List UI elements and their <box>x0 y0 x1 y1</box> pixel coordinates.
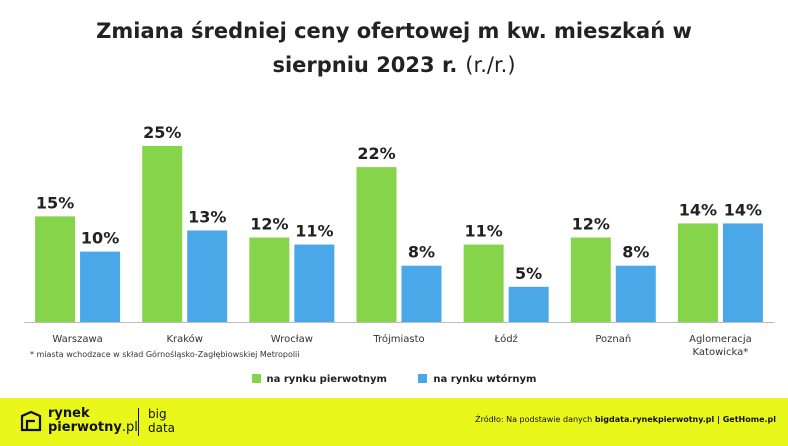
source-sites: bigdata.rynekpierwotny.pl | GetHome.pl <box>594 415 776 424</box>
bar-secondary-4 <box>508 286 549 322</box>
logo-line2-suffix: .pl <box>121 420 138 435</box>
category-label-5: Poznań <box>595 333 631 345</box>
footer-bar: rynek pierwotny.pl big data Źródło: Na p… <box>0 398 788 446</box>
bar-secondary-2 <box>294 244 335 322</box>
legend: na rynku pierwotnym na rynku wtórnym <box>0 374 788 385</box>
category-label-2: Wrocław <box>271 334 313 345</box>
bar-secondary-1 <box>187 230 228 322</box>
logo-divider <box>138 408 139 436</box>
logo-line1: rynek <box>48 406 90 421</box>
bar-secondary-5 <box>615 265 656 322</box>
category-label-0: Warszawa <box>52 334 102 345</box>
category-label-4: Łódź <box>493 333 517 345</box>
data-label-primary-6: 14% <box>679 200 717 219</box>
data-label-primary-1: 25% <box>143 123 181 142</box>
data-label-secondary-5: 8% <box>622 243 649 262</box>
data-label-secondary-3: 8% <box>408 243 435 262</box>
data-label-primary-2: 12% <box>250 215 288 234</box>
bar-primary-3 <box>356 167 397 322</box>
data-label-primary-3: 22% <box>357 144 395 163</box>
legend-label-primary: na rynku pierwotnym <box>266 374 387 385</box>
data-label-primary-0: 15% <box>36 193 74 212</box>
rynek-pierwotny-logo-icon <box>20 410 42 432</box>
data-label-secondary-1: 13% <box>188 207 226 226</box>
source-credit: Źródło: Na podstawie danych bigdata.ryne… <box>475 415 776 424</box>
bigdata-line2: data <box>148 421 176 435</box>
chart-title-line1: Zmiana średniej ceny ofertowej m kw. mie… <box>96 19 692 43</box>
category-label-6: Aglomeracja <box>689 334 752 345</box>
logo-line2-main: pierwotny <box>48 420 122 435</box>
data-label-primary-5: 12% <box>572 215 610 234</box>
bar-primary-1 <box>142 146 183 322</box>
chart-title-suffix: (r./r.) <box>465 53 516 77</box>
bar-secondary-3 <box>401 265 442 322</box>
bigdata-line1: big <box>148 407 167 421</box>
category-label-1: Kraków <box>166 333 203 345</box>
footnote: * miasta wchodzace w skład Górnośląsko-Z… <box>30 350 300 359</box>
legend-label-secondary: na rynku wtórnym <box>433 374 537 385</box>
logo-line2: pierwotny.pl <box>48 421 138 435</box>
category-label-6-line2: Katowicka* <box>693 347 749 358</box>
legend-swatch-primary <box>251 374 261 383</box>
data-label-secondary-6: 14% <box>724 200 762 219</box>
bar-primary-2 <box>249 237 290 322</box>
chart-title-date: sierpniu 2023 r. <box>272 53 458 77</box>
chart-title-line2: sierpniu 2023 r. (r./r.) <box>0 48 788 82</box>
source-prefix: Źródło: Na podstawie danych <box>475 415 593 424</box>
data-label-secondary-0: 10% <box>81 229 119 248</box>
bar-primary-0 <box>35 216 76 322</box>
bar-primary-6 <box>677 223 718 322</box>
category-label-3: Trójmiasto <box>372 333 424 345</box>
data-label-secondary-4: 5% <box>515 264 542 283</box>
legend-swatch-secondary <box>418 374 428 383</box>
bar-primary-4 <box>463 244 504 322</box>
bar-secondary-6 <box>722 223 763 322</box>
rynek-pierwotny-logo-text: rynek pierwotny.pl <box>48 407 138 435</box>
bar-secondary-0 <box>80 251 121 322</box>
bigdata-logo: big data <box>148 407 175 435</box>
legend-item-secondary: na rynku wtórnym <box>418 374 536 385</box>
legend-item-primary: na rynku pierwotnym <box>251 374 387 385</box>
bar-chart: 15% 10% Warszawa 25% 13% Kraków 12% 11% Wrocław 2… <box>24 123 774 358</box>
chart-title: Zmiana średniej ceny ofertowej m kw. mie… <box>0 14 788 82</box>
data-label-secondary-2: 11% <box>295 222 333 241</box>
data-label-primary-4: 11% <box>464 222 502 241</box>
bar-primary-5 <box>570 237 611 322</box>
